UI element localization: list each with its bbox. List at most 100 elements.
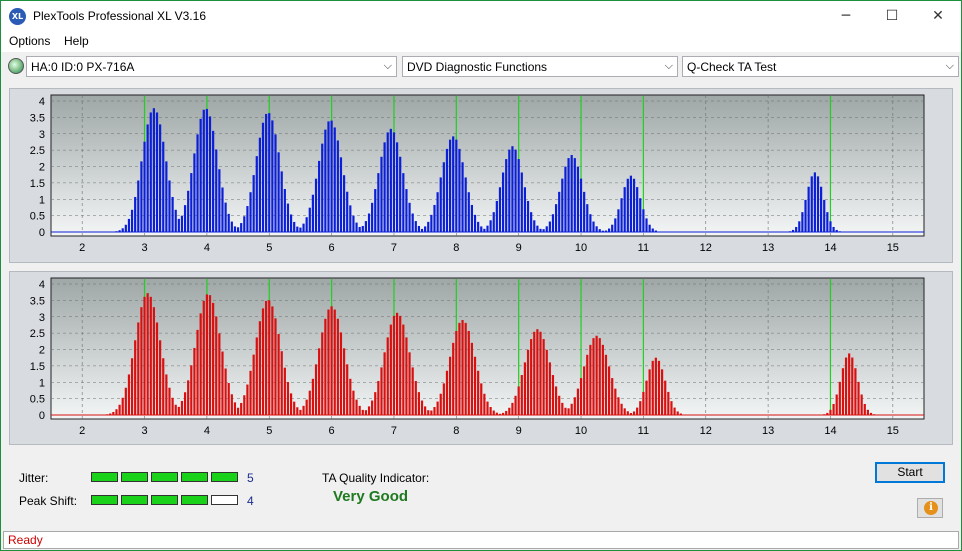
histogram-bar xyxy=(636,187,639,232)
histogram-bar xyxy=(355,399,358,415)
histogram-bar xyxy=(648,224,651,232)
histogram-bar xyxy=(180,215,184,232)
histogram-bar xyxy=(221,351,224,415)
x-tick-label: 6 xyxy=(329,425,335,437)
status-text: Ready xyxy=(8,533,43,547)
histogram-bar xyxy=(826,212,829,232)
histogram-bar xyxy=(330,306,333,415)
histogram-bar xyxy=(168,387,171,415)
histogram-bar xyxy=(514,149,517,232)
jitter-value: 5 xyxy=(247,471,254,485)
x-tick-label: 10 xyxy=(575,425,587,437)
histogram-bar xyxy=(299,409,302,415)
histogram-bar xyxy=(177,218,180,232)
histogram-bar xyxy=(604,354,608,415)
histogram-bar xyxy=(177,406,180,415)
histogram-bar xyxy=(661,369,664,415)
maximize-button[interactable]: ☐ xyxy=(885,8,899,24)
y-tick-label: 0.5 xyxy=(30,211,45,223)
histogram-bar xyxy=(240,223,243,232)
start-button[interactable]: Start xyxy=(875,462,945,483)
histogram-bar xyxy=(137,180,140,232)
histogram-bar xyxy=(271,120,274,232)
toolbar: HA:0 ID:0 PX-716A ⌵ DVD Diagnostic Funct… xyxy=(1,53,961,79)
histogram-bar xyxy=(286,203,290,232)
peak-shift-label: Peak Shift: xyxy=(19,494,78,508)
histogram-bar xyxy=(143,141,146,232)
x-tick-label: 2 xyxy=(79,242,85,254)
histogram-bar xyxy=(869,412,873,415)
histogram-bar xyxy=(860,394,863,415)
histogram-bar xyxy=(567,158,570,232)
histogram-bar xyxy=(501,412,505,415)
histogram-bar xyxy=(293,401,296,415)
histogram-bar xyxy=(592,221,595,232)
histogram-bar xyxy=(601,230,604,232)
histogram-bar xyxy=(115,409,118,415)
histogram-bar xyxy=(433,407,436,415)
histogram-bar xyxy=(470,342,474,415)
histogram-bar xyxy=(346,191,349,232)
histogram-bar xyxy=(576,166,580,232)
histogram-bar xyxy=(589,344,592,415)
menu-help[interactable]: Help xyxy=(64,34,89,48)
histogram-bar xyxy=(146,293,149,415)
histogram-bar xyxy=(561,178,564,232)
histogram-bar xyxy=(402,173,405,232)
histogram-bar xyxy=(607,228,611,232)
info-button[interactable]: i xyxy=(917,498,943,518)
histogram-bar xyxy=(165,161,168,232)
histogram-bar xyxy=(573,397,576,415)
histogram-bar xyxy=(215,316,218,415)
histogram-bar xyxy=(258,321,261,415)
histogram-bar xyxy=(305,399,308,415)
histogram-bar xyxy=(149,296,152,415)
histogram-bar xyxy=(261,308,265,415)
histogram-bar xyxy=(523,362,527,415)
histogram-bar xyxy=(854,368,857,415)
histogram-bar xyxy=(293,221,296,232)
y-tick-label: 3 xyxy=(39,312,45,324)
jitter-meter-segment xyxy=(181,472,208,482)
histogram-bar xyxy=(498,413,502,415)
histogram-bar xyxy=(386,132,389,232)
y-tick-label: 4 xyxy=(39,96,45,108)
histogram-bar xyxy=(364,221,368,232)
histogram-bar xyxy=(823,199,826,232)
histogram-bar xyxy=(508,149,511,232)
histogram-bar xyxy=(121,228,124,232)
drive-select[interactable]: HA:0 ID:0 PX-716A ⌵ xyxy=(26,56,397,77)
histogram-bar xyxy=(346,364,349,415)
histogram-bar xyxy=(545,226,548,232)
histogram-bar xyxy=(636,407,639,415)
histogram-bar xyxy=(626,178,629,232)
menu-options[interactable]: Options xyxy=(9,34,51,48)
minimize-button[interactable]: ─ xyxy=(841,8,851,24)
histogram-bar xyxy=(246,206,249,232)
top-chart-panel: 0 0.5 1 1.5 2 2.5 3 3.5 4 2 3 4 5 6 7 8 9 10 11 12 13 14 15 xyxy=(9,88,953,263)
histogram-bar xyxy=(508,407,511,415)
histogram-bar xyxy=(208,295,212,415)
x-tick-label: 7 xyxy=(391,242,397,254)
test-select[interactable]: Q-Check TA Test ⌵ xyxy=(682,56,959,77)
x-tick-label: 14 xyxy=(824,425,836,437)
x-tick-label: 5 xyxy=(266,242,272,254)
close-button[interactable]: ✕ xyxy=(932,8,944,24)
histogram-bar xyxy=(318,160,321,232)
x-tick-label: 2 xyxy=(79,425,85,437)
histogram-bar xyxy=(439,177,442,232)
histogram-bar xyxy=(533,220,536,232)
histogram-bar xyxy=(109,413,112,415)
histogram-bar xyxy=(155,322,159,415)
x-tick-label: 9 xyxy=(516,242,522,254)
histogram-bar xyxy=(205,108,208,232)
function-select[interactable]: DVD Diagnostic Functions ⌵ xyxy=(402,56,678,77)
histogram-bar xyxy=(607,366,611,415)
histogram-bar xyxy=(255,156,258,232)
histogram-bar xyxy=(224,202,227,232)
histogram-bar xyxy=(473,214,477,232)
histogram-bar xyxy=(430,214,433,232)
histogram-bar xyxy=(617,209,620,232)
y-tick-label: 0.5 xyxy=(30,394,45,406)
histogram-bar xyxy=(277,334,280,415)
